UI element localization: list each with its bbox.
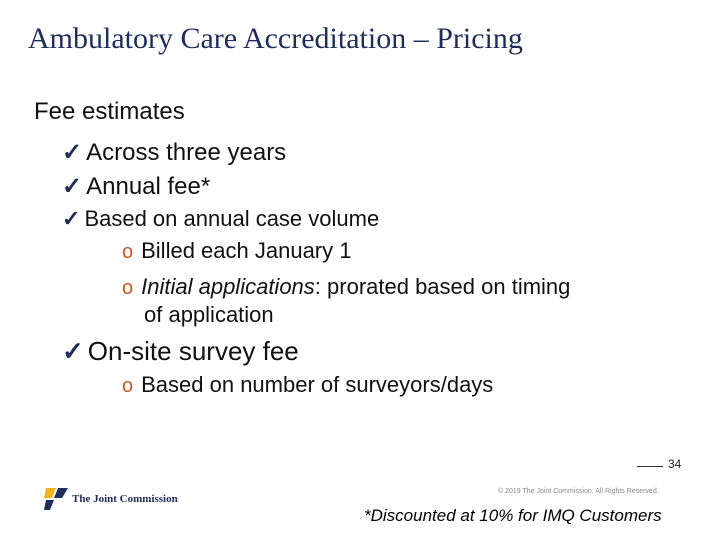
logo-text: The Joint Commission <box>72 493 178 505</box>
bullet-across-three-years: ✓ Across three years <box>62 139 287 166</box>
sub-bullet-billed-january: o Billed each January 1 <box>122 238 352 263</box>
joint-commission-logo-icon <box>44 488 68 510</box>
sub-bullet-surveyors: o Based on number of surveyors/days <box>122 372 494 397</box>
checkmark-icon: ✓ <box>62 139 83 166</box>
joint-commission-logo: The Joint Commission <box>44 488 178 510</box>
bullet-onsite-fee: ✓ On-site survey fee <box>62 336 299 366</box>
checkmark-icon: ✓ <box>62 206 81 231</box>
fee-estimates-heading: Fee estimates <box>34 98 185 125</box>
circle-bullet-icon: o <box>122 277 134 299</box>
checkmark-icon: ✓ <box>62 173 83 200</box>
sub-bullet-initial-applications-cont: of application <box>144 302 274 327</box>
slide-title: Ambulatory Care Accreditation – Pricing <box>28 22 523 55</box>
circle-bullet-icon: o <box>122 241 134 263</box>
page-number-rule <box>637 466 663 467</box>
sub-bullet-initial-applications: o Initial applications: prorated based on… <box>122 274 571 299</box>
bullet-based-on-volume: ✓ Based on annual case volume <box>62 206 380 231</box>
circle-bullet-icon: o <box>122 375 134 397</box>
page-number: 34 <box>668 457 682 471</box>
bullet-annual-fee: ✓ Annual fee* <box>62 173 211 200</box>
discount-note: *Discounted at 10% for IMQ Customers <box>364 506 662 525</box>
checkmark-icon: ✓ <box>62 336 84 366</box>
copyright-text: © 2019 The Joint Commission. All Rights … <box>498 488 659 495</box>
